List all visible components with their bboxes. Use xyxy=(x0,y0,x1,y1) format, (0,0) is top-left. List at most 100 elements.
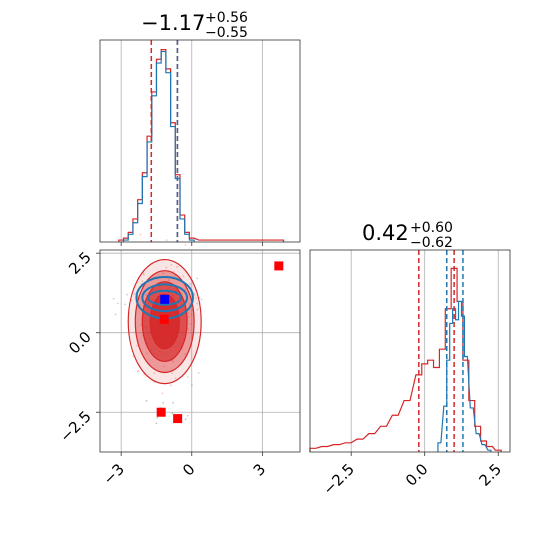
joint-red-sample-point xyxy=(162,272,165,275)
joint-blue-sample-point xyxy=(126,293,128,296)
joint-outlier-sample-point xyxy=(162,401,165,404)
joint-outlier-sample-point xyxy=(171,412,174,415)
joint-red-sample-point xyxy=(190,313,193,316)
param1-histogram-series xyxy=(118,49,285,242)
joint-blue-sample-point xyxy=(116,302,119,305)
joint-red-sample-point xyxy=(169,384,172,387)
joint-red-sample-point xyxy=(184,288,187,291)
param1-histogram-ticks xyxy=(120,242,263,246)
joint-outlier-sample-point xyxy=(156,416,159,419)
joint-panel: −3 0 3 2.5 0.0 −2.5 xyxy=(56,233,301,488)
param1-histogram-grid xyxy=(120,40,263,242)
param2-title-value: 0.42 xyxy=(362,221,409,245)
param2-red-histogram xyxy=(309,267,502,452)
joint-red-sample-point xyxy=(190,323,193,325)
joint-blue-sample-point xyxy=(174,274,176,277)
param2-quantile-lines xyxy=(418,250,464,452)
joint-blue-sample-point xyxy=(114,313,117,316)
joint-ytick-label: 2.5 xyxy=(65,248,95,278)
joint-blue-sample-point xyxy=(196,308,199,311)
joint-frame xyxy=(99,249,301,453)
joint-red-sample-point xyxy=(196,302,199,305)
param2-histogram-grid xyxy=(350,250,499,452)
joint-red-sample-point xyxy=(170,264,173,266)
joint-red-marker xyxy=(274,261,284,271)
joint-outlier-sample-point xyxy=(172,401,175,404)
param2-histogram-series xyxy=(309,267,502,452)
joint-red-sample-point xyxy=(174,377,177,380)
param2-xtick-label: 2.5 xyxy=(475,460,505,490)
joint-red-sample-point xyxy=(143,273,145,276)
param2-histogram-panel: −2.5 0.0 2.5 0.42 +0.60 −0.62 xyxy=(309,220,511,499)
joint-blue-sample-point xyxy=(200,298,203,301)
joint-blue-contours xyxy=(135,276,194,320)
joint-red-sample-point xyxy=(136,344,138,347)
joint-blue-sample-point xyxy=(145,294,148,296)
joint-ytick-label: −2.5 xyxy=(56,407,94,445)
param1-title-upper: +0.56 xyxy=(205,10,248,26)
joint-red-sample-point xyxy=(171,372,173,375)
joint-red-sample-point xyxy=(165,266,168,269)
joint-red-sample-point xyxy=(191,384,193,387)
param2-histogram-ticks: −2.5 0.0 2.5 xyxy=(320,452,505,499)
joint-outlier-sample-point xyxy=(184,418,187,421)
joint-red-sample-point xyxy=(153,372,156,375)
param1-blue-histogram xyxy=(122,50,195,242)
param1-histogram-frame xyxy=(99,39,301,243)
param1-title-value: −1.17 xyxy=(141,11,205,35)
joint-red-sample-point xyxy=(184,244,187,246)
joint-red-sample-point xyxy=(171,360,174,363)
joint-red-sample-point xyxy=(187,315,190,318)
joint-red-sample-point xyxy=(165,239,168,242)
joint-outlier-sample-point xyxy=(186,414,189,417)
joint-red-marker xyxy=(173,414,183,424)
param2-title-lower: −0.62 xyxy=(410,235,453,251)
param2-title-upper: +0.60 xyxy=(410,220,453,236)
joint-blue-contour xyxy=(147,289,183,306)
joint-red-sample-point xyxy=(184,353,187,356)
joint-red-sample-point xyxy=(188,303,191,305)
joint-red-marker xyxy=(159,314,169,324)
joint-red-sample-point xyxy=(146,352,148,355)
joint-red-sample-point xyxy=(167,279,170,282)
param1-histogram-panel: −1.17 +0.56 −0.55 xyxy=(99,10,301,246)
param1-red-histogram xyxy=(118,49,285,242)
joint-red-sample-point xyxy=(197,371,200,374)
param1-title-lower: −0.55 xyxy=(205,25,248,41)
joint-red-sample-point xyxy=(136,370,139,373)
joint-red-sample-point xyxy=(130,299,133,302)
param2-xtick-label: −2.5 xyxy=(320,460,358,498)
joint-outlier-sample-point xyxy=(145,400,148,402)
joint-xtick-label: −3 xyxy=(100,460,128,488)
joint-red-sample-point xyxy=(182,275,185,277)
joint-red-sample-point xyxy=(186,376,189,379)
joint-red-sample-point xyxy=(187,328,190,331)
joint-red-sample-point xyxy=(163,365,166,368)
joint-grid xyxy=(100,250,300,452)
param2-histogram-frame xyxy=(309,249,511,453)
joint-blue-sample-point xyxy=(133,293,136,295)
param1-quantile-lines xyxy=(150,40,179,242)
joint-blue-marker xyxy=(160,294,170,304)
joint-outlier-sample-point xyxy=(155,422,158,425)
joint-red-sample-point xyxy=(137,370,140,372)
joint-red-sample-point xyxy=(176,265,178,268)
joint-red-sample-point xyxy=(141,280,144,283)
joint-red-sample-point xyxy=(194,297,197,299)
joint-red-sample-point xyxy=(142,272,145,275)
param2-blue-histogram xyxy=(437,300,492,452)
joint-ytick-label: 0.0 xyxy=(65,328,95,358)
joint-red-sample-point xyxy=(161,392,164,395)
joint-red-sample-point xyxy=(193,293,196,296)
joint-blue-sample-point xyxy=(124,303,127,306)
joint-red-sample-point xyxy=(187,312,189,315)
joint-blue-sample-point xyxy=(189,283,192,285)
joint-xtick-label: 0 xyxy=(179,460,198,479)
joint-blue-sample-point xyxy=(112,297,115,300)
joint-markers xyxy=(156,261,284,424)
joint-red-marker xyxy=(156,407,166,417)
param2-xtick-label: 0.0 xyxy=(402,460,432,490)
joint-blue-sample-point xyxy=(196,277,199,280)
joint-blue-contour xyxy=(141,283,189,313)
